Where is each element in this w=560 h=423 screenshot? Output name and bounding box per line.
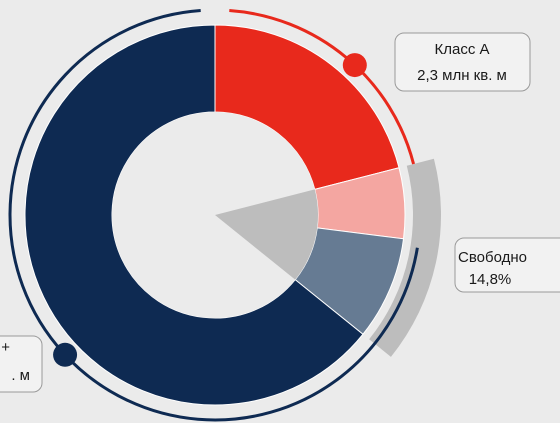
label-title: Свободно bbox=[458, 249, 527, 266]
free-wedge bbox=[215, 189, 318, 280]
label-title: + bbox=[1, 339, 10, 356]
label-text: 2,3 млн кв. м bbox=[417, 67, 507, 84]
label-box bbox=[454, 237, 560, 293]
label-box bbox=[394, 32, 531, 92]
label-box bbox=[0, 335, 43, 393]
label-text: 14,8% bbox=[469, 271, 512, 288]
marker-dot bbox=[342, 53, 367, 78]
donut bbox=[8, 9, 441, 422]
label-title: Класс А bbox=[434, 41, 489, 58]
label-text: . м bbox=[11, 367, 30, 384]
marker-dot bbox=[53, 342, 78, 367]
free-band bbox=[369, 158, 441, 357]
